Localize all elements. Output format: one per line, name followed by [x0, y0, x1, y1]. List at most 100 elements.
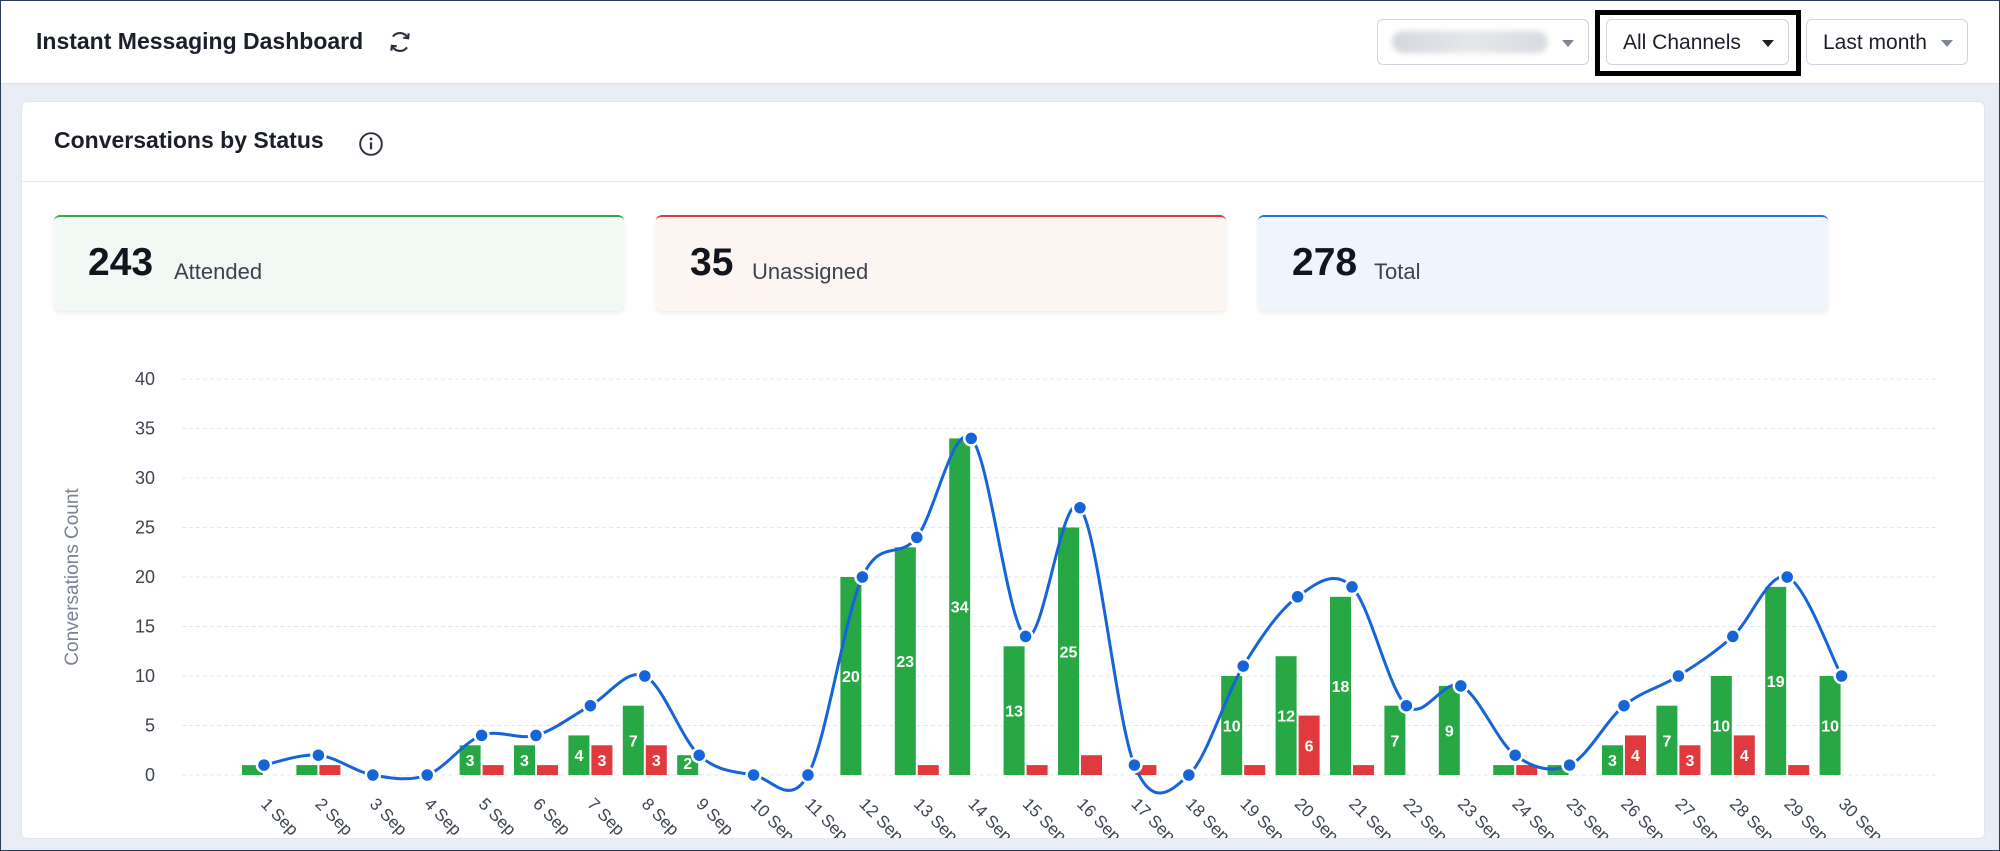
total-point: [1778, 568, 1796, 586]
x-tick-label: 20 Sep: [1291, 794, 1343, 838]
chevron-down-icon: [1762, 40, 1774, 47]
bar-unassigned: [645, 745, 667, 775]
bar-value-label: 3: [652, 753, 661, 770]
bar-value-label: 4: [1631, 748, 1640, 765]
department-dropdown[interactable]: [1377, 19, 1589, 65]
bar-value-label: 19: [1767, 674, 1785, 691]
x-tick-label: 21 Sep: [1345, 794, 1397, 838]
bar-attended: [1058, 527, 1079, 775]
x-tick-label: 5 Sep: [475, 794, 520, 838]
y-tick-label: 10: [135, 666, 155, 686]
total-point: [1343, 578, 1361, 596]
total-point: [1071, 499, 1089, 516]
bar-attended: [894, 547, 916, 775]
y-tick-label: 15: [135, 617, 155, 637]
info-icon[interactable]: [358, 131, 384, 157]
bar-attended: [1819, 676, 1841, 775]
total-point: [799, 766, 817, 784]
refresh-icon[interactable]: [387, 29, 413, 55]
bar-value-label: 10: [1821, 719, 1839, 736]
bar-value-label: 13: [1005, 704, 1023, 721]
x-tick-label: 9 Sep: [692, 794, 737, 838]
bar-value-label: 4: [574, 748, 583, 765]
bar-attended: [459, 745, 481, 775]
total-point: [310, 746, 327, 764]
bar-value-label: 10: [1223, 719, 1241, 736]
bar-unassigned: [1733, 735, 1755, 775]
total-point: [1180, 766, 1198, 784]
bar-unassigned: [1135, 765, 1157, 775]
total-point: [1724, 628, 1742, 645]
x-tick-label: 10 Sep: [747, 794, 799, 838]
bar-value-label: 3: [1685, 753, 1694, 770]
bar-value-label: 4: [1740, 748, 1749, 765]
bar-attended: [949, 438, 971, 775]
x-tick-label: 13 Sep: [910, 794, 962, 838]
status-chart: 0 5 10 15 20 25 30 35 40 Conversations Count 1 Sep…: [62, 369, 1937, 838]
total-point: [582, 697, 599, 714]
total-label: Total: [1374, 259, 1421, 284]
widget-divider: [22, 181, 1984, 182]
bar-value-label: 10: [1712, 719, 1730, 736]
total-point: [527, 727, 545, 744]
x-tick-label: 27 Sep: [1672, 794, 1724, 838]
bar-unassigned: [1244, 765, 1266, 775]
total-point: [1561, 756, 1578, 774]
x-tick-label: 24 Sep: [1508, 794, 1560, 838]
y-tick-label: 20: [135, 567, 155, 587]
bar-unassigned: [1679, 745, 1701, 775]
total-point: [1126, 756, 1143, 774]
period-dropdown[interactable]: Last month: [1806, 19, 1968, 65]
bar-unassigned: [1298, 715, 1320, 775]
chevron-down-icon: [1941, 40, 1953, 47]
top-bar: Instant Messaging Dashboard All Channels…: [1, 1, 1999, 84]
x-tick-label: 26 Sep: [1617, 794, 1669, 838]
total-point: [1452, 677, 1470, 695]
bar-attended: [1384, 705, 1406, 775]
bar-attended: [568, 735, 590, 775]
total-stat-card: 278 Total: [1258, 215, 1828, 311]
bar-attended: [514, 745, 535, 775]
x-tick-label: 12 Sep: [856, 794, 908, 838]
bar-value-label: 12: [1277, 709, 1295, 726]
total-point: [908, 529, 926, 546]
total-line: [263, 434, 1843, 795]
attended-label: Attended: [174, 259, 263, 284]
bar-attended: [296, 765, 318, 775]
channel-dropdown-label: All Channels: [1623, 31, 1741, 54]
bar-value-label: 25: [1060, 644, 1078, 661]
bar-unassigned: [1625, 735, 1646, 775]
total-point: [255, 756, 273, 774]
total-point: [418, 766, 436, 784]
bar-unassigned: [591, 745, 613, 775]
bar-attended: [1493, 765, 1515, 775]
y-axis-label: Conversations Count: [62, 488, 83, 666]
total-count: 278: [1292, 241, 1358, 284]
unassigned-label: Unassigned: [752, 259, 869, 284]
x-tick-label: 29 Sep: [1780, 794, 1832, 838]
total-point: [962, 430, 980, 447]
bar-attended: [622, 705, 644, 775]
conversations-by-status-widget: Conversations by Status 243 Attended 35 …: [21, 101, 1985, 839]
period-dropdown-label: Last month: [1823, 31, 1927, 54]
bar-value-label: 3: [1608, 753, 1617, 770]
bar-attended: [1602, 745, 1623, 775]
total-point: [1670, 667, 1687, 685]
x-tick-label: 16 Sep: [1073, 794, 1125, 838]
channel-dropdown[interactable]: All Channels: [1606, 19, 1789, 65]
bar-value-label: 3: [520, 753, 529, 770]
total-point: [745, 766, 762, 784]
highlight-frame: [1595, 10, 1801, 76]
total-point: [1017, 628, 1034, 645]
attended-stat-card: 243 Attended: [54, 215, 624, 311]
total-point: [1615, 697, 1633, 714]
bar-value-label: 23: [896, 654, 914, 671]
x-tick-label: 6 Sep: [529, 794, 574, 838]
total-point: [1398, 697, 1415, 714]
total-point: [854, 568, 871, 586]
redacted-value: [1392, 31, 1548, 53]
total-point: [690, 746, 708, 764]
bar-unassigned: [319, 765, 341, 775]
bar-value-label: 7: [629, 733, 638, 750]
bar-attended: [1275, 656, 1297, 775]
